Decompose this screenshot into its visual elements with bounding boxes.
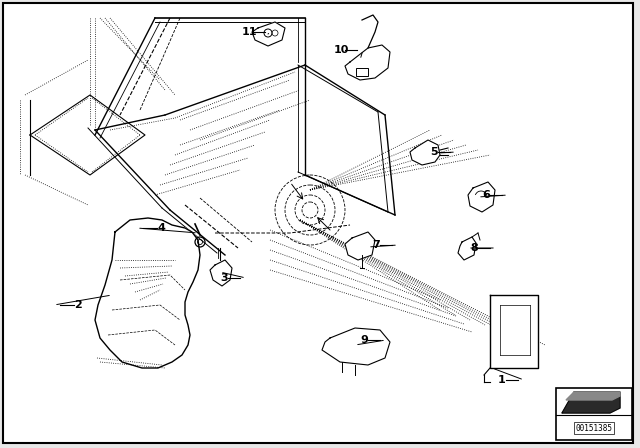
Polygon shape <box>322 328 390 365</box>
Polygon shape <box>562 392 620 413</box>
Bar <box>356 68 368 76</box>
Text: 7: 7 <box>372 240 380 250</box>
Polygon shape <box>345 45 390 80</box>
Polygon shape <box>345 232 375 260</box>
Text: 9: 9 <box>360 335 368 345</box>
Text: 11: 11 <box>241 27 257 37</box>
Text: 10: 10 <box>333 45 349 55</box>
Polygon shape <box>566 392 620 400</box>
Bar <box>556 388 632 440</box>
Text: 6: 6 <box>482 190 490 200</box>
Text: 8: 8 <box>470 243 478 253</box>
Text: 2: 2 <box>74 300 82 310</box>
Polygon shape <box>210 260 232 286</box>
Polygon shape <box>458 237 476 260</box>
Polygon shape <box>490 295 538 368</box>
Polygon shape <box>468 182 495 212</box>
Polygon shape <box>252 22 285 46</box>
Text: 3: 3 <box>220 273 228 283</box>
Text: 5: 5 <box>430 147 438 157</box>
Text: 00151385: 00151385 <box>575 423 612 432</box>
Polygon shape <box>410 140 440 165</box>
Text: 4: 4 <box>157 223 165 233</box>
Polygon shape <box>95 218 200 368</box>
Text: 1: 1 <box>498 375 506 385</box>
